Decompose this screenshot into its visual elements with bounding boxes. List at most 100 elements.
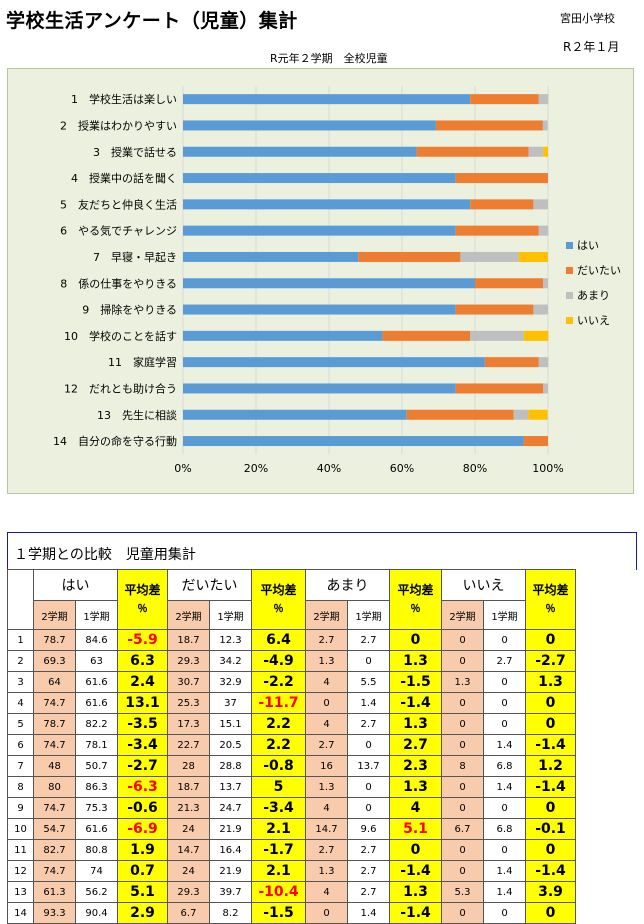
bar-segment — [538, 94, 549, 105]
bar-segment — [523, 330, 549, 341]
avg-diff-value: -1.5 — [251, 902, 306, 924]
category-label: 7 早寝・早起き — [93, 250, 177, 264]
avg-diff-value: 0 — [525, 797, 576, 819]
avg-diff-value: -5.9 — [117, 629, 168, 651]
term2-header: 2学期 — [305, 600, 348, 630]
avg-diff-value: -1.4 — [389, 902, 442, 924]
term2-value: 64 — [33, 671, 76, 693]
bar-segment — [416, 146, 529, 157]
term2-value: 4 — [305, 671, 348, 693]
term1-value: 61.6 — [75, 692, 118, 714]
avg-diff-value: 2.7 — [389, 734, 442, 756]
term2-value: 16 — [305, 755, 348, 777]
term1-value: 12.3 — [209, 629, 252, 651]
bar-segment — [183, 251, 359, 262]
row-number: 3 — [7, 671, 34, 693]
term2-value: 82.7 — [33, 839, 76, 861]
row-number: 1 — [7, 629, 34, 651]
row-number: 13 — [7, 881, 34, 903]
avg-diff-label: 平均差 — [397, 582, 434, 597]
avg-diff-header: 平均差 ％ — [117, 569, 168, 630]
term2-value: 29.3 — [167, 881, 210, 903]
table-row: 8 80 86.3 -6.3 18.7 13.7 5 1.3 0 1.3 0 1.4 -1.4 — [7, 776, 576, 798]
term1-value: 50.7 — [75, 755, 118, 777]
bar-segment — [183, 304, 456, 315]
category-label: 6 やる気でチャレンジ — [60, 224, 177, 238]
avg-diff-value: 1.3 — [389, 650, 442, 672]
row-number: 6 — [7, 734, 34, 756]
bar-segment — [538, 357, 549, 368]
avg-diff-value: 1.3 — [389, 881, 442, 903]
avg-diff-value: -2.7 — [525, 650, 576, 672]
term1-value: 0 — [483, 629, 526, 651]
term1-value: 21.9 — [209, 860, 252, 882]
bar-segment — [543, 146, 548, 157]
avg-diff-label: 平均差 — [260, 582, 297, 597]
avg-diff-value: 6.4 — [251, 629, 306, 651]
bar-segment — [470, 199, 534, 210]
avg-diff-value: 1.3 — [389, 713, 442, 735]
bar-segment — [475, 278, 544, 289]
avg-diff-value: 5.1 — [389, 818, 442, 840]
term1-value: 0 — [483, 713, 526, 735]
table-row: 9 74.7 75.3 -0.6 21.3 24.7 -3.4 4 0 4 0 0 0 — [7, 797, 576, 819]
corner-cell — [7, 569, 34, 630]
table-row: 7 48 50.7 -2.7 28 28.8 -0.8 16 13.7 2.3 8 6.8 1.2 — [7, 755, 576, 777]
term1-value: 2.7 — [347, 713, 390, 735]
avg-diff-value: 0 — [525, 692, 576, 714]
category-label: 4 授業中の話を聞く — [71, 171, 177, 185]
bar-segment — [183, 409, 407, 420]
x-tick-label: 100% — [532, 462, 563, 475]
avg-diff-value: 5 — [251, 776, 306, 798]
category-label: 11 家庭学習 — [108, 355, 177, 369]
bar-segment — [470, 94, 539, 105]
avg-diff-value: 2.1 — [251, 818, 306, 840]
category-label: 2 授業はわかりやすい — [60, 118, 177, 132]
legend-swatch — [566, 242, 573, 249]
term2-value: 2.7 — [305, 839, 348, 861]
bar-segment — [543, 278, 548, 289]
term2-value: 1.3 — [305, 776, 348, 798]
term2-value: 0 — [305, 902, 348, 924]
legend-label: だいたい — [577, 264, 621, 277]
bar-segment — [406, 409, 514, 420]
term1-value: 84.6 — [75, 629, 118, 651]
term1-value: 1.4 — [483, 881, 526, 903]
avg-diff-header: 平均差 ％ — [389, 569, 442, 630]
table-row: 3 64 61.6 2.4 30.7 32.9 -2.2 4 5.5 -1.5 1.3 0 1.3 — [7, 671, 576, 693]
term1-value: 20.5 — [209, 734, 252, 756]
term2-value: 18.7 — [167, 629, 210, 651]
bar-segment — [183, 120, 436, 131]
term2-value: 29.3 — [167, 650, 210, 672]
bar-segment — [533, 199, 548, 210]
term2-value: 93.3 — [33, 902, 76, 924]
term2-value: 0 — [305, 692, 348, 714]
term2-value: 61.3 — [33, 881, 76, 903]
avg-diff-value: 2.1 — [251, 860, 306, 882]
bar-segment — [183, 199, 471, 210]
term1-value: 0 — [483, 692, 526, 714]
term1-value: 61.6 — [75, 818, 118, 840]
term1-value: 5.5 — [347, 671, 390, 693]
avg-diff-value: -11.7 — [251, 692, 306, 714]
term1-value: 2.7 — [347, 629, 390, 651]
bar-segment — [183, 436, 524, 447]
avg-diff-value: -2.2 — [251, 671, 306, 693]
bar-segment — [523, 436, 548, 447]
term1-value: 0 — [347, 650, 390, 672]
term2-value: 14.7 — [167, 839, 210, 861]
avg-diff-value: 6.3 — [117, 650, 168, 672]
bar-segment — [183, 383, 456, 394]
term1-value: 56.2 — [75, 881, 118, 903]
term2-value: 18.7 — [167, 776, 210, 798]
term2-value: 4 — [305, 881, 348, 903]
avg-diff-value: -6.3 — [117, 776, 168, 798]
term2-value: 24 — [167, 818, 210, 840]
term1-value: 75.3 — [75, 797, 118, 819]
category-label: 1 学校生活は楽しい — [71, 92, 177, 106]
avg-diff-value: 2.4 — [117, 671, 168, 693]
term1-value: 0 — [483, 839, 526, 861]
table-row: 14 93.3 90.4 2.9 6.7 8.2 -1.5 0 1.4 -1.4 0 0 0 — [7, 902, 576, 924]
term1-value: 1.4 — [483, 734, 526, 756]
term2-value: 74.7 — [33, 797, 76, 819]
